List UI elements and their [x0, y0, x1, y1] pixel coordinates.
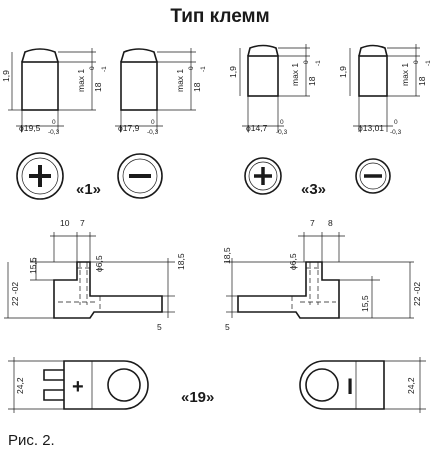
terminal-1-top-view — [16, 152, 64, 200]
t2-tol-top: 0 — [188, 66, 195, 70]
left-top-view: + 24,2 — [8, 357, 149, 413]
t4-height: 1,9 — [338, 66, 348, 78]
terminal-3-top-view — [244, 157, 282, 195]
t4-dia: ϕ13,01 — [358, 123, 384, 133]
t4-tol-val: 18 — [417, 76, 427, 86]
right-left-h: 18,5 — [222, 247, 232, 264]
t3-dia-low: -0,3 — [276, 129, 288, 136]
t2-dia-up: 0 — [151, 119, 155, 126]
t2-max: max 1 — [175, 69, 185, 92]
left-top-width: 24,2 — [15, 377, 25, 394]
figure-title: Тип клемм — [170, 6, 270, 27]
left-right-h: 18,5 — [176, 253, 186, 270]
t2-tol-bot: -1 — [200, 66, 207, 72]
t3-max: max 1 — [290, 63, 300, 86]
t1-max: max 1 — [76, 69, 86, 92]
t1-height: 1,9 — [1, 70, 11, 82]
right-hole: ϕ6,5 — [288, 253, 298, 270]
right-minus-sign: I — [347, 374, 353, 399]
right-top-width: 24,2 — [406, 377, 416, 394]
terminal-4: 1,9 max 1 18 0 -1 ϕ13,01 0 -0,3 — [338, 44, 432, 136]
t2-tol-val: 18 — [192, 82, 202, 92]
right-w2: 8 — [328, 218, 333, 228]
t4-tol-bot: -1 — [425, 60, 432, 66]
t2-dia-low: -0,3 — [147, 129, 159, 136]
left-w2: 7 — [80, 218, 85, 228]
t1-dia: ϕ19,5 — [19, 123, 41, 133]
terminal-2: max 1 18 0 -1 ϕ17,9 0 -0,3 — [115, 48, 207, 136]
group-3-label: «3» — [301, 181, 326, 198]
terminal-1: 1,9 max 1 18 0 -1 ϕ19,5 0 -0,3 — [1, 48, 108, 136]
left-hole: ϕ6,5 — [94, 255, 104, 272]
t1-dia-up: 0 — [52, 119, 56, 126]
right-w1: 7 — [310, 218, 315, 228]
left-base: 5 — [157, 322, 162, 332]
right-side-view: 7 8 18,5 ϕ6,5 15,5 22 -02 5 — [222, 218, 422, 332]
right-body: 22 -02 — [412, 282, 422, 306]
group-1-label: «1» — [76, 181, 101, 198]
t3-dia: ϕ14,7 — [246, 123, 268, 133]
figure-caption: Рис. 2. — [8, 432, 55, 449]
left-h1: 15,5 — [28, 257, 38, 274]
t1-tol-val: 18 — [93, 82, 103, 92]
left-w1: 10 — [60, 218, 70, 228]
t3-dia-up: 0 — [280, 119, 284, 126]
t3-tol-bot: -1 — [315, 60, 322, 66]
t1-tol-top: 0 — [89, 66, 96, 70]
left-plus-sign: + — [72, 376, 84, 398]
t1-dia-low: -0,3 — [48, 129, 60, 136]
t4-max: max 1 — [400, 63, 410, 86]
t4-tol-top: 0 — [413, 60, 420, 64]
t4-dia-up: 0 — [394, 119, 398, 126]
right-top-view: I 24,2 — [299, 357, 426, 413]
terminal-4-top-view — [355, 158, 391, 194]
left-side-view: 10 7 15,5 22 -02 18,5 ϕ6,5 5 — [4, 218, 186, 332]
t4-dia-low: -0,3 — [390, 129, 402, 136]
terminal-2-top-view — [117, 153, 163, 199]
group-19-label: «19» — [181, 389, 214, 406]
right-base: 5 — [225, 322, 230, 332]
t2-dia: ϕ17,9 — [118, 123, 140, 133]
terminal-3: 1,9 max 1 18 0 -1 ϕ14,7 0 -0,3 — [228, 44, 322, 136]
t3-height: 1,9 — [228, 66, 238, 78]
t3-tol-top: 0 — [303, 60, 310, 64]
t1-tol-bot: -1 — [101, 66, 108, 72]
right-h1: 15,5 — [360, 295, 370, 312]
left-body: 22 -02 — [10, 282, 20, 306]
t3-tol-val: 18 — [307, 76, 317, 86]
